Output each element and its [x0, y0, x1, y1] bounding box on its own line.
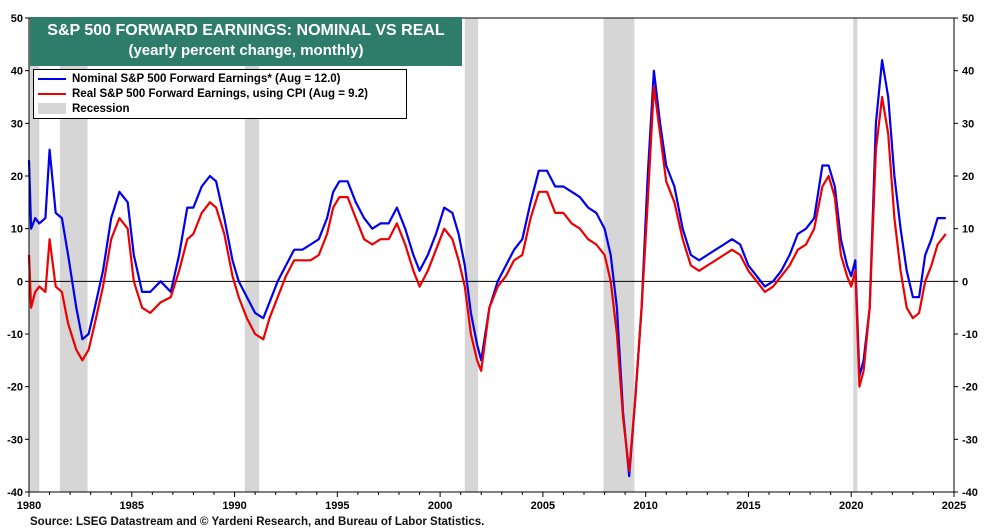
y-axis-left: 50 40 30 20 10 0 -10 -20 -30 -40 — [7, 13, 29, 499]
y-tick-label: -40 — [962, 487, 978, 499]
source-note: Source: LSEG Datastream and © Yardeni Re… — [30, 516, 485, 528]
x-axis: 1980 1985 1990 1995 2000 2005 2010 2015 2020 2025 — [17, 492, 966, 512]
y-tick-label: 30 — [962, 118, 974, 130]
y-tick-label: 10 — [11, 224, 23, 236]
x-tick-label: 2015 — [736, 500, 760, 512]
y-axis-right: 50 40 30 20 10 0 -10 -20 -30 -40 — [954, 13, 978, 499]
recession-shading — [29, 18, 858, 492]
y-tick-label: 50 — [962, 13, 974, 25]
recession-band — [29, 18, 40, 492]
series-line-real — [27, 85, 947, 472]
legend-label-recession: Recession — [72, 103, 130, 115]
y-tick-label: -10 — [962, 329, 978, 341]
legend-item-real: Real S&P 500 Forward Earnings, using CPI… — [38, 87, 368, 102]
x-tick-label: 1995 — [325, 500, 349, 512]
recession-band — [464, 18, 479, 492]
chart-title-box: S&P 500 FORWARD EARNINGS: NOMINAL VS REA… — [30, 17, 462, 66]
recession-band — [853, 18, 858, 492]
y-tick-label: 40 — [11, 66, 23, 78]
chart-subtitle: (yearly percent change, monthly) — [128, 42, 364, 59]
recession-band — [244, 18, 260, 492]
x-tick-label: 1980 — [17, 500, 41, 512]
legend-item-nominal: Nominal S&P 500 Forward Earnings* (Aug =… — [38, 72, 341, 87]
legend-label-real: Real S&P 500 Forward Earnings, using CPI… — [72, 88, 368, 100]
legend: Nominal S&P 500 Forward Earnings* (Aug =… — [33, 69, 407, 119]
x-tick-label: 1985 — [120, 500, 144, 512]
x-tick-label: 2000 — [428, 500, 452, 512]
y-tick-label: 0 — [962, 276, 968, 288]
y-tick-label: 20 — [962, 171, 974, 183]
y-tick-label: 0 — [17, 276, 23, 288]
y-tick-label: 50 — [11, 13, 23, 25]
y-tick-label: 40 — [962, 66, 974, 78]
legend-swatch-real — [38, 92, 66, 95]
plot-frame — [28, 17, 955, 493]
y-tick-label: -30 — [7, 434, 23, 446]
recession-band — [603, 18, 635, 492]
y-tick-label: -30 — [962, 434, 978, 446]
x-tick-label: 2020 — [839, 500, 863, 512]
y-tick-label: -40 — [7, 487, 23, 499]
y-tick-label: -20 — [7, 382, 23, 394]
x-tick-label: 1990 — [222, 500, 246, 512]
x-tick-label: 2010 — [633, 500, 657, 512]
legend-label-nominal: Nominal S&P 500 Forward Earnings* (Aug =… — [72, 73, 341, 85]
series-line-nominal — [27, 58, 946, 478]
legend-item-recession: Recession — [38, 102, 130, 117]
y-tick-label: -10 — [7, 329, 23, 341]
legend-swatch-recession — [38, 103, 66, 115]
series-lines — [27, 58, 947, 478]
y-tick-label: 30 — [11, 118, 23, 130]
x-tick-label: 2005 — [531, 500, 555, 512]
y-tick-label: 10 — [962, 224, 974, 236]
x-tick-label: 2025 — [942, 500, 966, 512]
y-tick-label: 20 — [11, 171, 23, 183]
legend-swatch-nominal — [38, 77, 66, 80]
chart-title: S&P 500 FORWARD EARNINGS: NOMINAL VS REA… — [47, 22, 445, 39]
y-tick-label: -20 — [962, 382, 978, 394]
